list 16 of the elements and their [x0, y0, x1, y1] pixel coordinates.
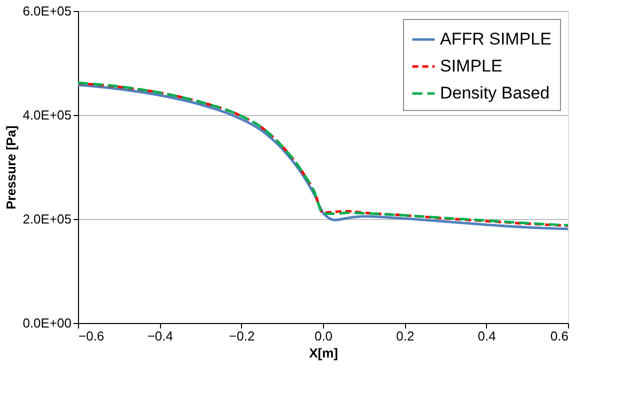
x-tick-label: −0.6: [78, 328, 104, 344]
legend-label: SIMPLE: [440, 56, 502, 76]
y-tick-label: 0.0E+00: [22, 316, 72, 330]
x-tick-label: 0.6: [550, 328, 568, 344]
x-tick-label: 0.0: [314, 328, 333, 344]
y-axis-title: Pressure [Pa]: [4, 126, 19, 210]
y-tick-label: 4.0E+05: [22, 108, 72, 122]
legend-label: Density Based: [440, 84, 550, 102]
x-axis-title: X[m]: [309, 346, 338, 360]
x-tick-label: 0.2: [396, 328, 414, 344]
legend-label: AFFR SIMPLE: [440, 30, 552, 48]
x-tick-label: 0.4: [478, 328, 496, 344]
y-tick-label: 6.0E+05: [22, 4, 72, 18]
x-tick-label: −0.4: [147, 328, 174, 344]
x-tick-label: −0.2: [228, 328, 255, 344]
y-tick-label: 2.0E+05: [22, 212, 72, 226]
